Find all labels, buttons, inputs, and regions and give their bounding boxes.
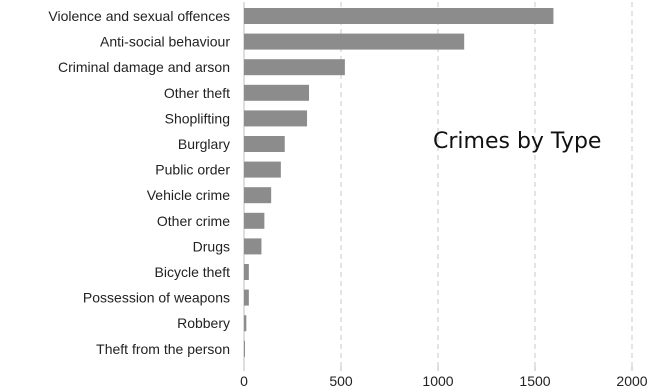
- category-label: Violence and sexual offences: [48, 8, 230, 24]
- category-label: Bicycle theft: [155, 264, 231, 280]
- bar: [244, 136, 285, 152]
- bar: [244, 84, 309, 101]
- bars: [244, 8, 554, 357]
- x-axis-ticks: 0 500 1000 1500 2000: [240, 366, 648, 389]
- bar: [244, 161, 281, 178]
- bar: [244, 264, 249, 280]
- category-label: Vehicle crime: [147, 187, 230, 203]
- bar: [244, 110, 308, 127]
- bar: [244, 340, 245, 357]
- grid-lines: [340, 2, 633, 366]
- category-labels: Violence and sexual offences Anti-social …: [48, 8, 230, 357]
- category-label: Shoplifting: [165, 110, 230, 126]
- category-label: Robbery: [177, 315, 230, 331]
- bar: [244, 212, 265, 229]
- category-label: Drugs: [193, 238, 230, 254]
- x-tick-label: 1000: [422, 373, 453, 389]
- category-label: Public order: [155, 162, 230, 178]
- bar: [244, 187, 272, 204]
- bar: [244, 59, 345, 76]
- x-tick-label: 1500: [519, 373, 550, 389]
- bar: [244, 8, 554, 24]
- category-label: Burglary: [178, 136, 230, 152]
- category-label: Other crime: [157, 213, 230, 229]
- bar: [244, 289, 249, 306]
- category-label: Criminal damage and arson: [58, 59, 230, 75]
- x-tick-label: 2000: [616, 373, 647, 389]
- bar: [244, 238, 262, 255]
- chart-title: Crimes by Type: [433, 129, 601, 154]
- category-label: Theft from the person: [96, 341, 230, 357]
- x-tick-label: 0: [240, 373, 248, 389]
- bar: [244, 315, 247, 332]
- category-label: Anti-social behaviour: [100, 34, 230, 50]
- category-label: Other theft: [164, 85, 230, 101]
- category-label: Possession of weapons: [83, 290, 230, 306]
- bar: [244, 33, 465, 50]
- x-tick-label: 500: [329, 373, 353, 389]
